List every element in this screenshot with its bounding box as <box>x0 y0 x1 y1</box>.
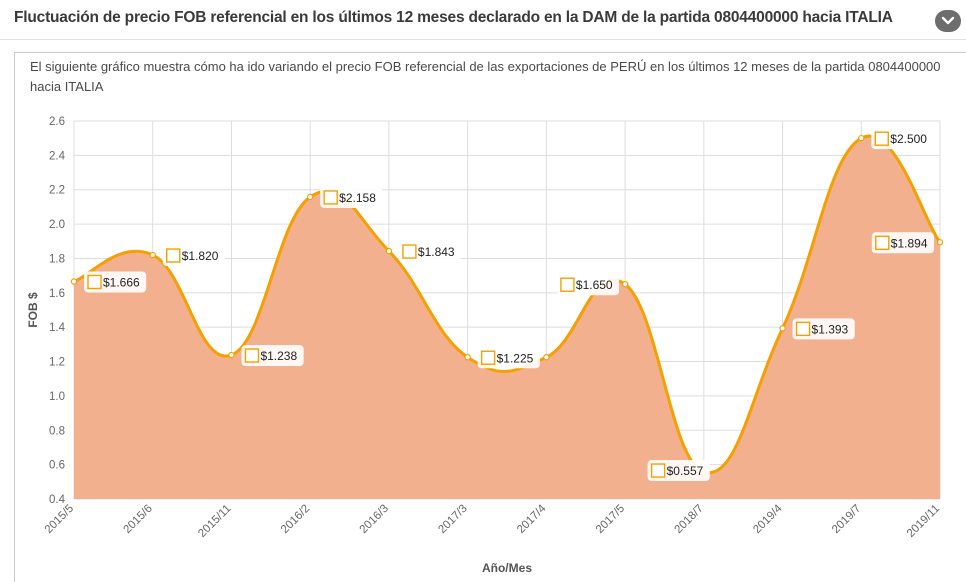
data-point <box>306 193 314 201</box>
data-point <box>464 354 471 361</box>
data-label-marker <box>650 463 666 478</box>
data-label: $1.843 <box>418 245 455 259</box>
data-label: $1.666 <box>103 275 140 289</box>
data-label-marker <box>480 350 496 365</box>
data-point <box>70 278 78 285</box>
data-point <box>228 351 235 359</box>
data-label-marker <box>87 274 102 290</box>
data-label: $1.225 <box>497 351 534 365</box>
data-point <box>621 281 629 288</box>
data-point <box>936 239 944 246</box>
chevron-down-icon <box>941 16 955 25</box>
y-tick-label: 1.2 <box>49 357 65 369</box>
x-tick-label: 2016/3 <box>358 503 391 536</box>
data-label-marker <box>166 248 181 263</box>
y-tick-label: 1.6 <box>49 288 65 300</box>
x-tick-label: 2017/4 <box>515 502 549 536</box>
chart-description: El siguiente gráfico muestra cómo ha ido… <box>30 59 941 94</box>
x-tick-label: 2018/7 <box>673 503 706 536</box>
y-tick-label: 0.4 <box>49 494 66 506</box>
data-label: $2.500 <box>890 132 927 146</box>
x-tick-label: 2019/7 <box>830 503 863 536</box>
collapse-button[interactable] <box>935 10 961 32</box>
data-label-marker <box>874 131 889 146</box>
x-tick-label: 2017/3 <box>436 503 469 536</box>
series-area <box>74 136 940 499</box>
y-tick-label: 2.4 <box>49 150 66 162</box>
x-axis-title: Año/Mes <box>482 561 532 575</box>
y-tick-label: 1.4 <box>49 322 66 334</box>
x-tick-label: 2019/11 <box>905 503 942 540</box>
data-label-marker <box>402 244 417 259</box>
y-tick-label: 1.8 <box>49 253 65 265</box>
data-label-marker <box>560 277 575 292</box>
data-label: $2.158 <box>339 191 376 205</box>
data-point <box>543 354 550 361</box>
data-label: $0.557 <box>667 464 704 478</box>
section-header: Fluctuación de precio FOB referencial en… <box>0 0 966 40</box>
data-label-marker <box>875 235 890 251</box>
section-title: Fluctuación de precio FOB referencial en… <box>14 9 893 26</box>
y-tick-label: 0.8 <box>49 425 65 437</box>
data-label-marker <box>244 348 260 363</box>
y-tick-label: 2.0 <box>49 219 65 231</box>
y-tick-label: 2.2 <box>49 185 65 197</box>
y-tick-label: 2.6 <box>49 116 65 128</box>
y-tick-label: 1.0 <box>49 391 65 403</box>
data-label-marker <box>323 190 338 205</box>
data-label: $1.894 <box>891 236 928 250</box>
x-tick-label: 2015/11 <box>196 503 233 540</box>
x-tick-label: 2015/5 <box>43 503 76 536</box>
data-point <box>779 325 786 332</box>
data-point <box>149 251 156 259</box>
data-label: $1.820 <box>182 249 219 263</box>
data-label-marker <box>795 321 811 337</box>
y-tick-label: 0.6 <box>49 460 65 472</box>
x-tick-label: 2019/4 <box>751 502 785 536</box>
data-label: $1.238 <box>260 349 297 363</box>
data-point <box>858 134 865 142</box>
data-label: $1.650 <box>576 278 613 292</box>
y-axis-title: FOB $ <box>26 292 40 328</box>
chart-panel <box>14 52 966 582</box>
x-tick-label: 2015/6 <box>121 503 154 536</box>
x-tick-label: 2017/5 <box>594 503 627 536</box>
data-label: $1.393 <box>812 322 849 336</box>
x-tick-label: 2016/2 <box>279 503 312 536</box>
data-point <box>385 247 393 255</box>
